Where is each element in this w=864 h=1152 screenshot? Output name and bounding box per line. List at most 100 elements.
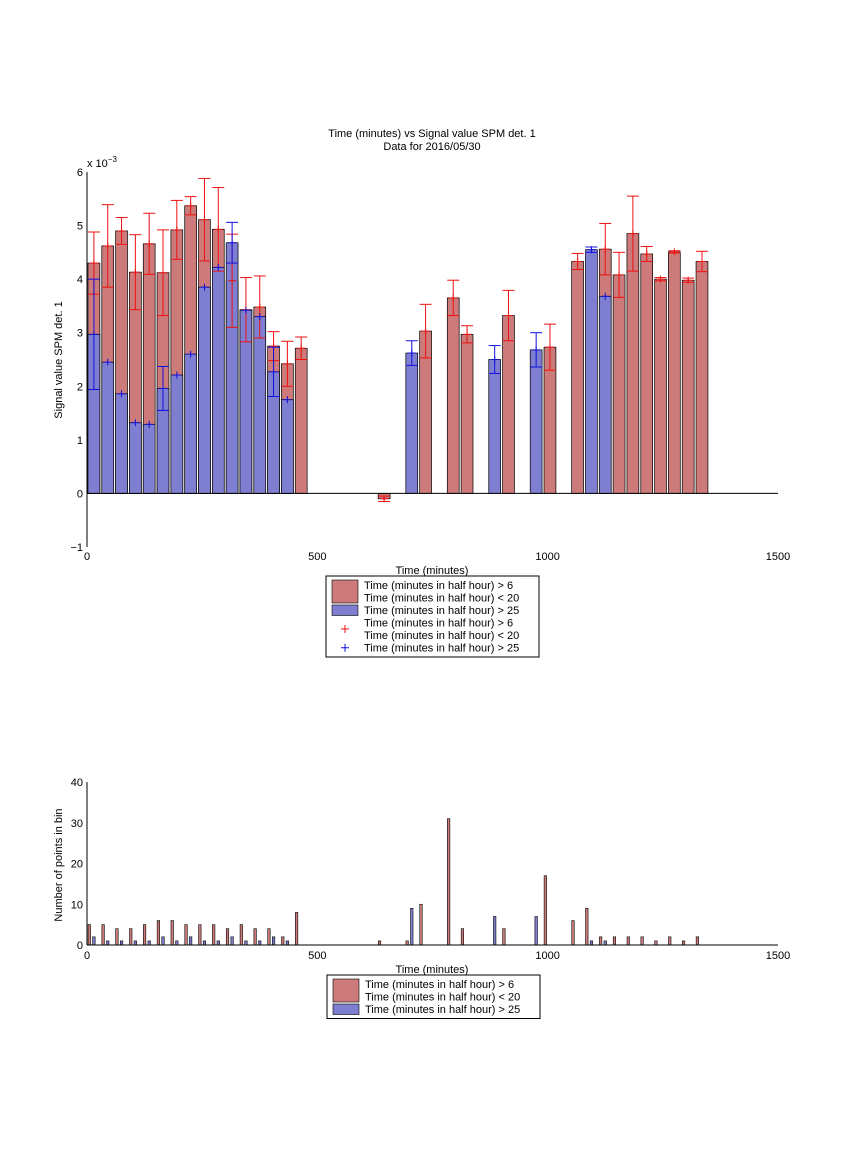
x-tick-labels: 0 500 1000 1500	[84, 950, 790, 962]
bar-blue	[184, 353, 197, 494]
bar-red	[294, 347, 308, 494]
legend-swatch-red	[332, 978, 360, 1003]
bar-blue	[281, 399, 294, 494]
signal-chart: Time (minutes) vs Signal value SPM det. …	[53, 128, 790, 658]
hist-bar-red	[640, 936, 644, 946]
x-tick-label: 0	[84, 950, 90, 962]
hist-bar-red	[170, 920, 174, 946]
bar-blue	[115, 393, 128, 494]
x-axis-label: Time (minutes)	[396, 964, 469, 976]
bar-red	[571, 261, 584, 494]
x-tick-labels: 0 500 1000 1500	[84, 551, 790, 563]
x-tick-label: 1500	[766, 950, 790, 962]
chart-title: Time (minutes) vs Signal value SPM det. …	[328, 128, 535, 140]
legend-label: Time (minutes in half hour) < 20	[364, 630, 519, 642]
hist-bar-red	[295, 912, 299, 946]
histogram-chart: Number of points in bin Time (minutes) 0…	[53, 777, 790, 1019]
hist-bar-red	[502, 928, 506, 946]
y-axis-multiplier: x 10−3	[87, 155, 117, 170]
bar-blue	[585, 249, 598, 494]
bar-red	[626, 233, 640, 494]
y-tick-label: 5	[77, 221, 83, 233]
hist-bar-red	[668, 936, 672, 946]
hist-bar-blue	[120, 940, 124, 946]
y-tick-label: 1	[77, 435, 83, 447]
bar-blue	[253, 316, 267, 494]
hist-bar-red	[101, 924, 105, 946]
hist-bar-red	[599, 936, 603, 946]
legend-swatch-red	[331, 579, 359, 604]
legend-label: Time (minutes in half hour) > 25	[365, 1004, 520, 1016]
x-tick-label: 1500	[766, 551, 790, 563]
bar-red	[446, 297, 460, 494]
hist-bar-red	[447, 818, 451, 946]
hist-bar-red	[212, 924, 216, 946]
legend-label: Time (minutes in half hour) < 20	[364, 593, 519, 605]
hist-bar-blue	[175, 940, 179, 946]
hist-bar-red	[612, 936, 617, 946]
chart-subtitle: Data for 2016/05/30	[383, 141, 480, 153]
hist-bar-blue	[230, 936, 234, 946]
series-blue-error-bars	[87, 221, 610, 428]
y-tick-label: −1	[70, 542, 83, 554]
hist-bar-red	[129, 928, 133, 946]
bar-blue	[529, 349, 543, 494]
legend-swatch-blue	[332, 1003, 360, 1015]
hist-bar-blue	[285, 940, 289, 946]
legend-swatch-blue	[331, 604, 359, 616]
hist-bar-red	[143, 924, 147, 946]
x-tick-label: 500	[308, 551, 326, 563]
hist-bar-red	[585, 908, 589, 946]
y-tick-label: 6	[77, 167, 83, 179]
x-tick-label: 1000	[535, 551, 559, 563]
y-tick-labels: 0 10 20 30 40	[71, 777, 83, 952]
y-axis-label: Signal value SPM det. 1	[53, 301, 65, 418]
legend-box	[326, 974, 541, 1019]
series-blue-bars	[87, 242, 612, 494]
x-axis-label: Time (minutes)	[396, 565, 469, 577]
legend-label: Time (minutes in half hour) < 20	[365, 992, 520, 1004]
hist-bar-red	[87, 924, 91, 946]
bar-red	[668, 251, 681, 494]
bar-blue	[405, 352, 419, 494]
x-tick-label: 0	[84, 551, 90, 563]
hist-bar-red	[695, 936, 699, 946]
hist-bar-blue	[410, 908, 414, 946]
y-tick-label: 3	[77, 328, 83, 340]
hist-bar-red	[405, 940, 409, 946]
bar-blue	[101, 361, 115, 494]
hist-bar-blue	[603, 940, 607, 946]
hist-bar-red	[198, 924, 202, 946]
hist-bar-blue	[589, 940, 593, 946]
bar-blue	[198, 286, 211, 494]
legend-label: Time (minutes in half hour) > 6	[365, 979, 514, 991]
legend-label: Time (minutes in half hour) > 25	[364, 643, 519, 655]
bar-blue	[129, 422, 142, 494]
y-axis-label: Number of points in bin	[53, 808, 65, 921]
bar-blue	[598, 295, 612, 494]
hist-bar-red	[571, 920, 575, 946]
x-tick-label: 1000	[535, 950, 559, 962]
hist-bar-red	[419, 903, 423, 946]
hist-bar-blue	[106, 940, 110, 946]
hist-bar-red	[377, 940, 382, 946]
legend-label: Time (minutes in half hour) > 25	[364, 605, 519, 617]
hist-bar-red	[626, 936, 630, 946]
x-tick-label: 500	[308, 950, 326, 962]
hist-bar-blue	[161, 936, 165, 946]
hist-bar-blue	[92, 936, 96, 946]
hist-bar-blue	[189, 936, 193, 946]
hist-bar-blue	[216, 940, 220, 946]
y-tick-label: 4	[77, 274, 83, 286]
hist-bar-red	[267, 928, 271, 946]
hist-bar-red	[156, 920, 160, 946]
y-tick-label: 0	[77, 488, 83, 500]
hist-bar-blue	[244, 940, 248, 946]
bar-red	[681, 279, 695, 494]
hist-bar-red	[543, 875, 547, 946]
legend-label: Time (minutes in half hour) > 6	[364, 580, 513, 592]
hist-bar-red	[654, 940, 658, 946]
bar-blue	[170, 374, 184, 494]
